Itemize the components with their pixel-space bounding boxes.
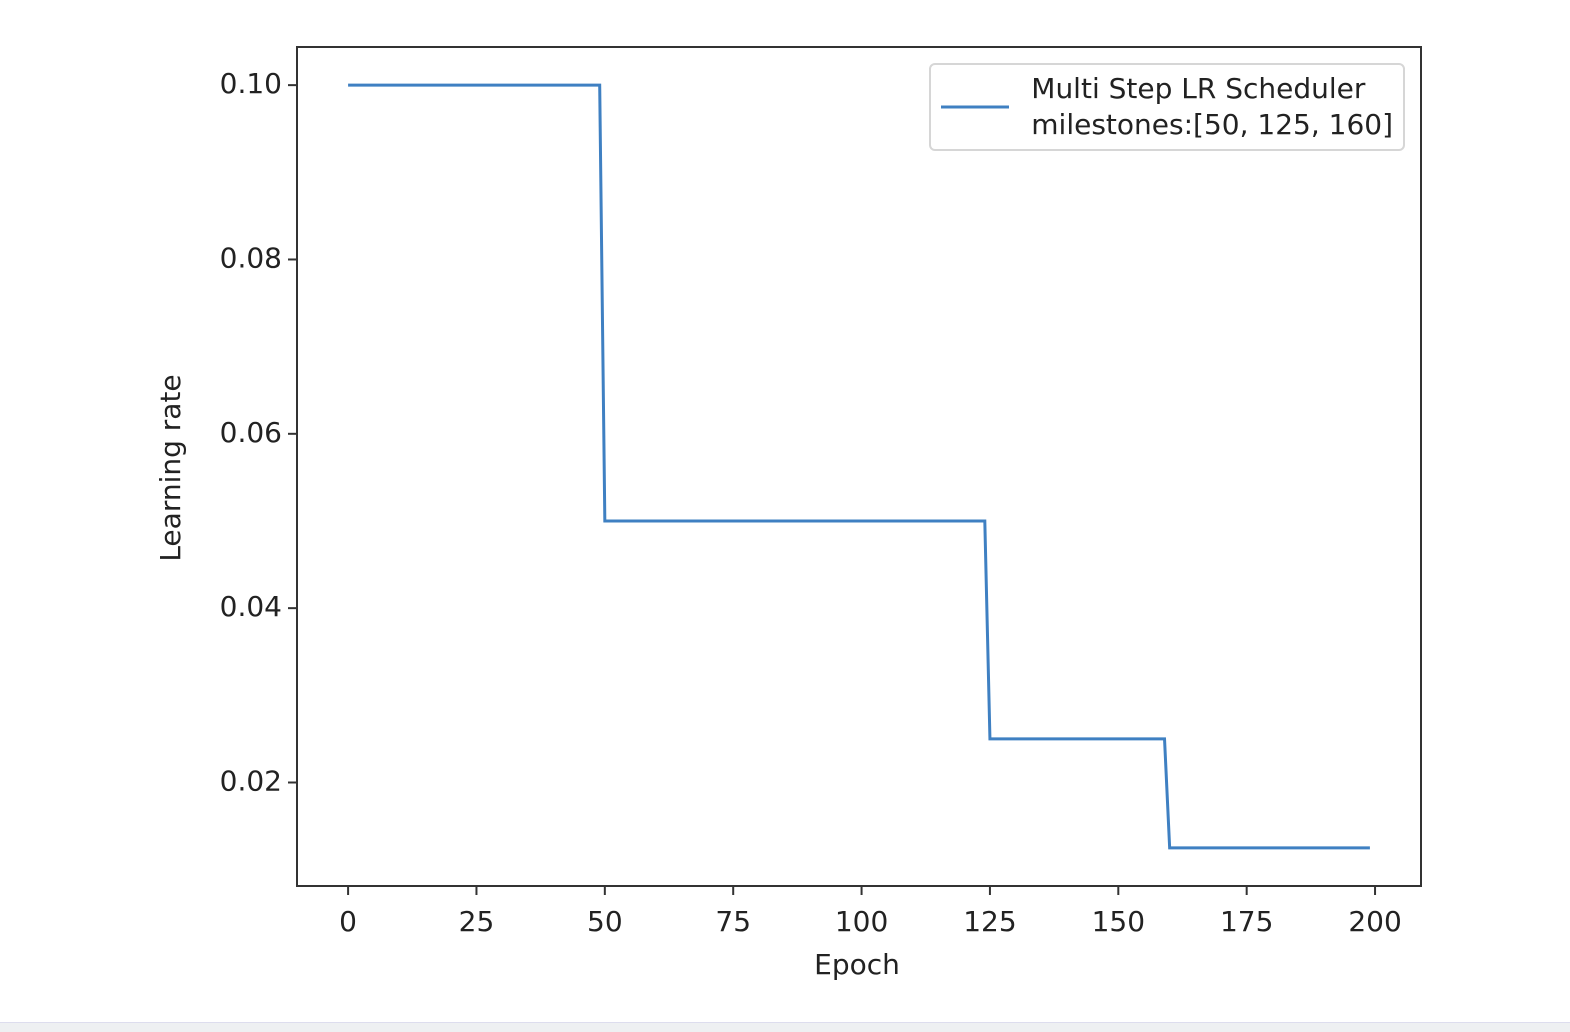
legend-swatch-box bbox=[941, 105, 1010, 109]
legend: Multi Step LR Scheduler milestones:[50, … bbox=[929, 63, 1405, 151]
bottom-strip bbox=[0, 1022, 1570, 1032]
x-tick-label: 175 bbox=[1220, 905, 1273, 938]
x-tick-label: 200 bbox=[1348, 905, 1401, 938]
y-tick-label: 0.06 bbox=[220, 416, 282, 449]
x-tick-label: 25 bbox=[459, 905, 495, 938]
plot-frame bbox=[296, 46, 1422, 887]
legend-label: Multi Step LR Scheduler milestones:[50, … bbox=[1031, 72, 1393, 141]
x-tick-label: 50 bbox=[587, 905, 623, 938]
y-axis-label: Learning rate bbox=[154, 374, 187, 561]
x-tick-label: 75 bbox=[715, 905, 751, 938]
y-tick-label: 0.08 bbox=[220, 241, 282, 274]
data-line bbox=[348, 83, 1370, 850]
x-tick-label: 150 bbox=[1092, 905, 1145, 938]
x-axis-label: Epoch bbox=[814, 948, 900, 981]
y-tick-label: 0.04 bbox=[220, 590, 282, 623]
x-tick-label: 100 bbox=[835, 905, 888, 938]
x-tick-label: 125 bbox=[963, 905, 1016, 938]
y-tick-label: 0.02 bbox=[220, 764, 282, 797]
y-tick-label: 0.10 bbox=[220, 67, 282, 100]
x-tick-label: 0 bbox=[339, 905, 357, 938]
